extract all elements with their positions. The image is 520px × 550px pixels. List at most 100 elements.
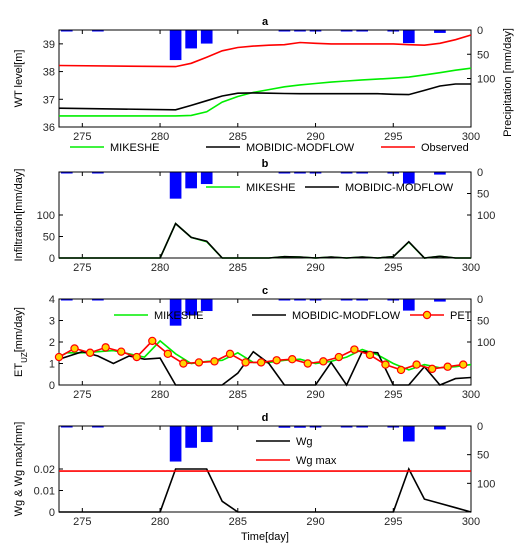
precip-bar [60,299,73,301]
x-axis-label: Time[day] [241,531,289,543]
precip-bar [169,30,182,61]
legend-label: MOBIDIC-MODFLOW [345,182,454,194]
precip-bar [402,30,415,44]
pet-point [132,352,141,362]
precip-tick-label: 100 [477,478,495,490]
precip-bar [340,172,353,174]
precip-bar [169,426,182,462]
precip-bar [185,299,197,316]
precip-tick-label: 50 [477,189,489,201]
x-tick-label: 275 [73,131,91,143]
pet-point [101,343,110,352]
pet-point [210,357,219,366]
x-tick-label: 280 [151,131,169,143]
x-tick-label: 275 [73,389,91,401]
legend-label: Wg max [296,455,337,467]
legend-label: MIKESHE [246,182,296,194]
y-tick-label: 0 [49,380,55,392]
panel-d: d 275 280 285 290 295 300 0 0.01 0.02 0 50 100 Wg & W… [13,412,495,528]
precip-bar [185,426,197,448]
precip-bar [169,172,182,199]
pet-point [412,360,421,369]
y-tick-label: 100 [37,210,55,222]
precip-tick-label: 100 [477,74,495,86]
x-tick-label: 285 [229,389,247,401]
legend-marker [422,310,432,320]
pet-point [179,359,188,368]
y-tick-label: 37 [43,94,55,106]
precip-bar [200,299,213,312]
precip-bar [340,299,353,301]
precip-bar [278,426,291,428]
y-axis-label-sub: UZ [20,352,29,363]
precip-bar [294,30,306,32]
precip-tick-label: 50 [477,316,489,328]
precip-bar [169,299,182,326]
precip-bar [60,172,73,174]
pet-point [396,365,406,375]
x-tick-label: 285 [229,262,247,274]
precip-bar [294,426,306,428]
x-tick-label: 295 [384,262,402,274]
precip-bar [434,172,446,175]
pet-point [288,355,297,364]
y-axis-label: ETUZ[mm/day] [13,307,29,377]
panel-title-c: c [262,285,268,297]
x-tick-label: 295 [384,131,402,143]
precip-bar [356,30,368,32]
y-axis-label: Wg & Wg max[mm] [13,422,25,517]
pet-point [443,362,452,371]
legend-label: MOBIDIC-MODFLOW [246,142,355,154]
pet-point [148,336,157,346]
x-tick-label: 290 [306,131,324,143]
y-tick-label: 39 [43,39,55,51]
x-tick-label: 300 [462,389,480,401]
y-axis-label-main: ET [13,363,25,377]
pet-point [319,357,328,366]
x-tick-label: 295 [384,516,402,528]
precip-bar [402,426,415,442]
series-line-observed [58,34,472,68]
y-axis-label-tail: [mm/day] [13,307,25,352]
precip-bar [294,299,306,301]
x-tick-label: 300 [462,262,480,274]
precip-tick-label: 0 [477,421,483,433]
precip-bar [356,299,368,301]
y-tick-label: 50 [43,232,55,244]
precip-bar [434,299,446,302]
pet-point [303,359,312,368]
precip-bar [356,172,368,174]
legend-label: Wg [296,436,313,448]
precip-bar [185,30,197,49]
precip-bar [92,172,104,174]
precip-bar [60,426,73,428]
pet-point [225,349,235,359]
y-axis-label-right: Precipitation [mm/day] [502,28,514,137]
x-tick-label: 295 [384,389,402,401]
y-tick-label: 2 [49,337,55,349]
precip-bar [185,172,197,189]
precip-tick-label: 0 [477,294,483,306]
precip-bar [402,299,415,311]
precip-tick-label: 100 [477,337,495,349]
precip-bar [60,30,73,32]
panel-title-b: b [262,158,269,170]
x-tick-label: 300 [462,131,480,143]
x-tick-label: 300 [462,516,480,528]
precip-bar [356,426,368,428]
pet-point [272,356,281,365]
precip-bar [294,172,306,174]
pet-point [427,364,437,374]
precip-bar [278,172,291,174]
series-line-mobidic-modflow [59,222,471,259]
pet-point [350,345,359,354]
plot-box-c [58,298,472,386]
pet-point [241,358,250,367]
x-tick-label: 275 [73,262,91,274]
precip-bar [200,30,213,44]
y-tick-label: 36 [43,122,55,134]
panel-a: a 275 280 285 290 295 300 36 37 38 39 0 50 100 WT leve… [13,16,514,154]
precip-tick-label: 0 [477,25,483,37]
x-tick-label: 280 [151,262,169,274]
